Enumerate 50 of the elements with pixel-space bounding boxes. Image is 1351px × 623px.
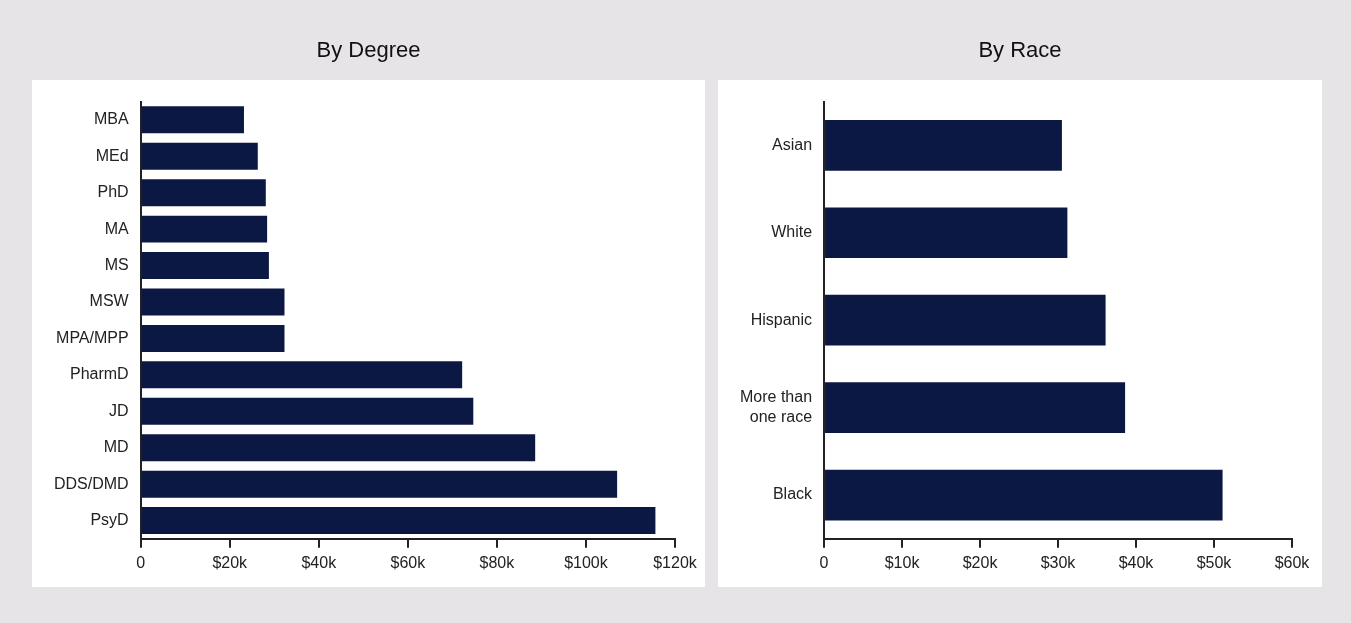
y-tick-label: Black	[772, 485, 814, 503]
bar	[141, 252, 269, 280]
bar	[141, 142, 258, 170]
bar	[825, 294, 1106, 346]
y-tick-label: PsyD	[90, 510, 129, 528]
chart-title: By Race	[978, 36, 1062, 64]
bar	[141, 397, 474, 425]
x-tick-label: $60k	[390, 553, 427, 571]
y-tick-label: Asian	[772, 135, 813, 153]
bar	[141, 470, 618, 498]
bar	[141, 434, 536, 462]
x-tick-label: $40k	[1118, 553, 1155, 571]
bar	[141, 179, 266, 207]
x-tick-label: $60k	[1274, 553, 1311, 571]
bar	[141, 288, 285, 316]
y-tick-label: MBA	[93, 110, 129, 128]
y-tick-label: PhD	[97, 183, 129, 201]
bar	[141, 106, 244, 134]
y-tick-label: MEd	[95, 146, 129, 164]
x-tick-label: 0	[819, 553, 829, 571]
bar	[141, 324, 285, 352]
y-tick-label: MS	[104, 255, 129, 273]
x-tick-label: $120k	[653, 553, 698, 571]
x-tick-label: $50k	[1196, 553, 1233, 571]
bar	[825, 119, 1062, 171]
bar	[141, 215, 268, 243]
x-tick-label: 0	[136, 553, 146, 571]
y-tick-label: MA	[104, 219, 129, 237]
y-tick-label: MPA/MPP	[56, 328, 129, 346]
y-tick-label: DDS/DMD	[53, 474, 129, 492]
x-tick-label: $20k	[212, 553, 249, 571]
x-tick-label: $20k	[962, 553, 999, 571]
y-tick-label: More than one race	[739, 388, 813, 425]
y-tick-label: White	[771, 223, 813, 241]
bar	[825, 207, 1068, 259]
bar	[825, 382, 1126, 433]
y-tick-label: JD	[109, 401, 129, 419]
x-tick-label: $10k	[884, 553, 921, 571]
bar	[141, 361, 463, 389]
bar	[825, 469, 1223, 521]
y-tick-label: MSW	[89, 292, 130, 310]
y-tick-label: PharmD	[69, 365, 129, 383]
y-tick-label: Hispanic	[750, 310, 813, 328]
bar	[141, 507, 656, 535]
chart-title: By Degree	[316, 36, 421, 64]
y-tick-label: MD	[103, 438, 129, 456]
x-tick-label: $100k	[564, 553, 609, 571]
x-tick-label: $80k	[479, 553, 516, 571]
x-tick-label: $40k	[301, 553, 338, 571]
x-tick-label: $30k	[1040, 553, 1077, 571]
